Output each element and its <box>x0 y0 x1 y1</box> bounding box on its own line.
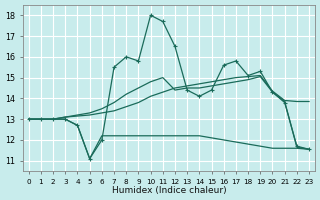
X-axis label: Humidex (Indice chaleur): Humidex (Indice chaleur) <box>112 186 226 195</box>
